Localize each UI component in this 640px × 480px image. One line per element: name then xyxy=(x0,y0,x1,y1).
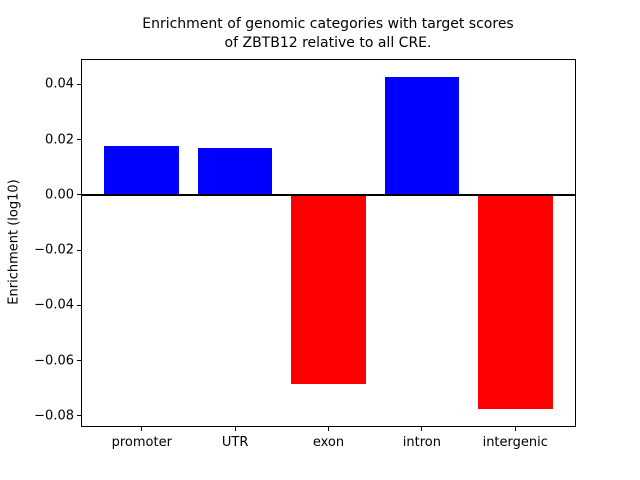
x-tick-label-exon: exon xyxy=(312,435,345,450)
x-tick-label-intron: intron xyxy=(402,435,441,450)
bar-promoter xyxy=(104,145,180,195)
bar-intron xyxy=(384,76,460,195)
y-tick-label: 0.04 xyxy=(45,76,74,92)
y-tick-label: −0.04 xyxy=(34,297,74,313)
x-tick-mark xyxy=(141,427,143,431)
chart-title: Enrichment of genomic categories with ta… xyxy=(81,15,575,53)
x-tick-label-promoter: promoter xyxy=(111,435,172,450)
y-tick-mark xyxy=(77,304,81,306)
y-axis-label: Enrichment (log10) xyxy=(6,179,22,305)
y-tick-mark xyxy=(77,249,81,251)
y-tick-label: −0.06 xyxy=(34,353,74,369)
y-tick-label: −0.02 xyxy=(34,242,74,258)
y-tick-label: 0.00 xyxy=(45,187,74,203)
y-tick-mark xyxy=(77,83,81,85)
y-tick-mark xyxy=(77,194,81,196)
chart-title-line-1: Enrichment of genomic categories with ta… xyxy=(142,16,514,32)
x-tick-mark xyxy=(234,427,236,431)
x-tick-mark xyxy=(328,427,329,431)
bar-exon xyxy=(291,194,366,384)
bar-UTR xyxy=(197,147,273,195)
x-tick-mark xyxy=(421,427,423,431)
x-tick-label-intergenic: intergenic xyxy=(482,435,548,450)
y-tick-mark xyxy=(77,139,81,141)
x-tick-mark xyxy=(514,427,516,431)
zero-line xyxy=(82,193,575,196)
y-tick-mark xyxy=(77,360,81,362)
y-tick-label: −0.08 xyxy=(34,408,74,424)
plot-area: 0.04 0.02 0.00 −0.02 −0.04 −0.06 −0.08 promoter… xyxy=(34,59,576,450)
chart-title-line-2: of ZBTB12 relative to all CRE. xyxy=(224,35,432,51)
y-tick-label: 0.02 xyxy=(45,132,74,148)
bar-intergenic xyxy=(477,194,553,410)
y-tick-mark xyxy=(77,415,81,417)
x-tick-label-UTR: UTR xyxy=(221,435,249,450)
